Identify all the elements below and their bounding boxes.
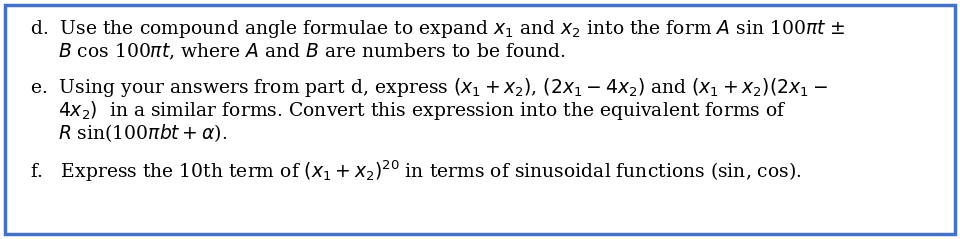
Text: e.  Using your answers from part d, express $( x_1 + x_2)$, $( 2x_1 - 4x_2)$ and: e. Using your answers from part d, expre… — [30, 76, 828, 98]
Text: $B$ cos 100$\pi t$, where $A$ and $B$ are numbers to be found.: $B$ cos 100$\pi t$, where $A$ and $B$ ar… — [58, 42, 565, 62]
Text: d.  Use the compound angle formulae to expand $x_1$ and $x_2$ into the form $A$ : d. Use the compound angle formulae to ex… — [30, 18, 846, 40]
Text: $4x_2)$  in a similar forms. Convert this expression into the equivalent forms o: $4x_2)$ in a similar forms. Convert this… — [58, 98, 786, 121]
Text: f.   Express the 10th term of $( x_1 + x_2)^{20}$ in terms of sinusoidal functio: f. Express the 10th term of $( x_1 + x_2… — [30, 158, 802, 184]
Text: $R$ sin(100$\pi bt + \alpha$).: $R$ sin(100$\pi bt + \alpha$). — [58, 122, 228, 144]
